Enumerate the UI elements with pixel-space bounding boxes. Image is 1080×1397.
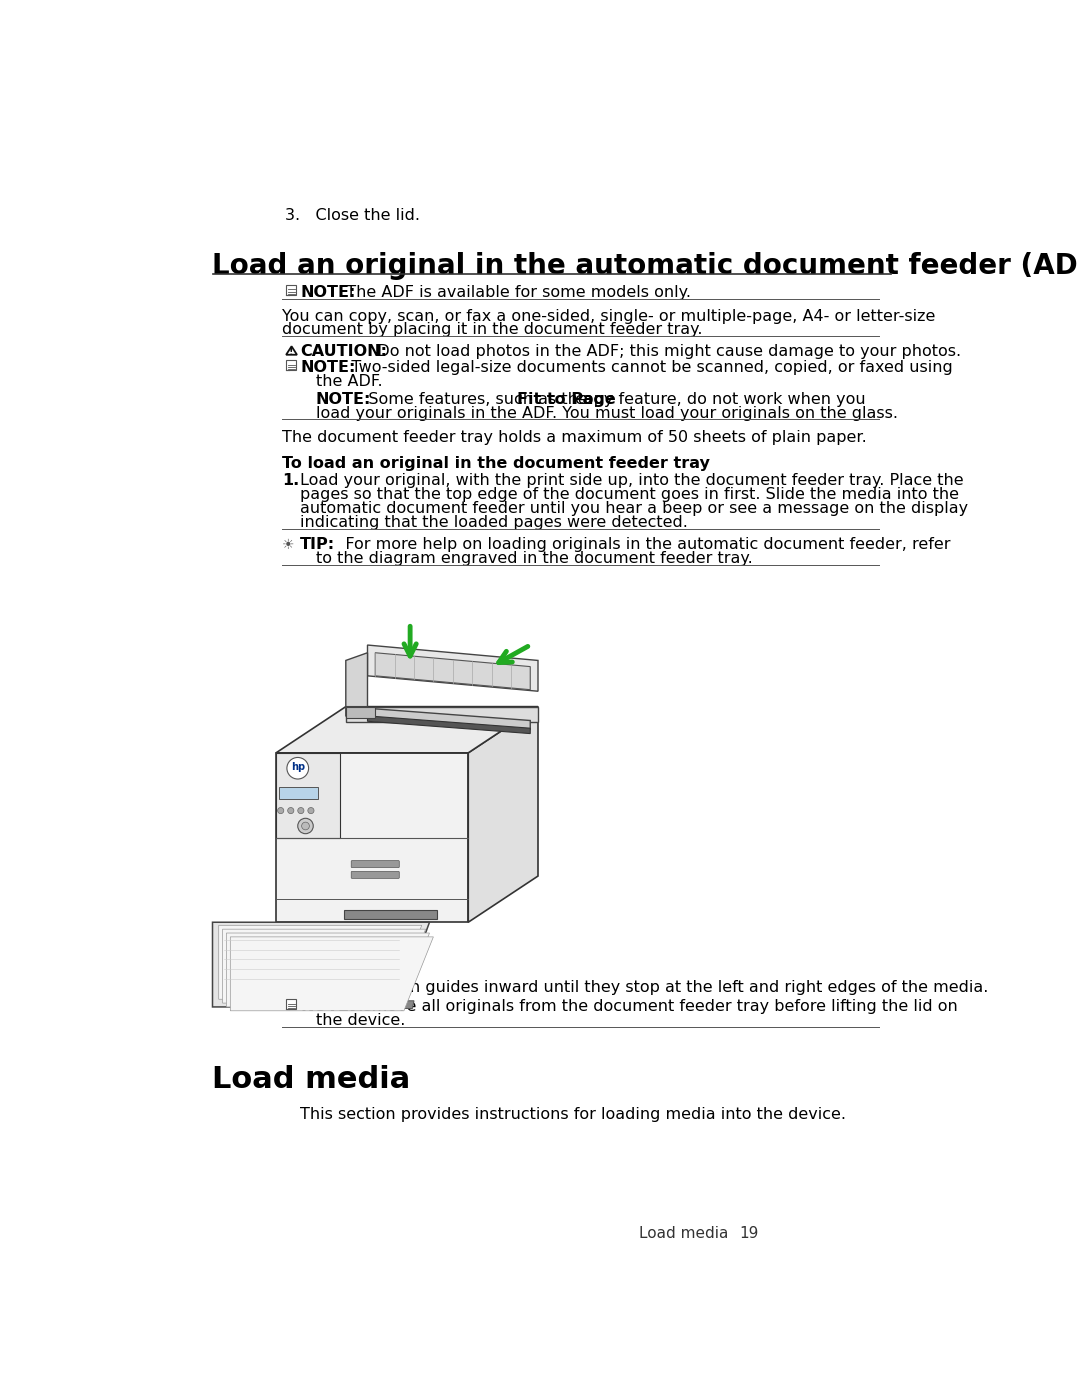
Text: For more help on loading originals in the automatic document feeder, refer: For more help on loading originals in th… [329,538,950,552]
FancyBboxPatch shape [351,872,400,879]
Circle shape [287,757,309,780]
Polygon shape [367,715,530,733]
Text: Fit to Page: Fit to Page [517,391,616,407]
Polygon shape [389,1000,414,1009]
Text: NOTE:: NOTE: [300,360,355,376]
Text: ☀: ☀ [282,538,294,552]
Text: the device.: the device. [315,1013,405,1028]
Text: Load your original, with the print side up, into the document feeder tray. Place: Load your original, with the print side … [300,474,963,489]
Text: the ADF.: the ADF. [315,374,382,388]
Text: 19: 19 [740,1225,759,1241]
FancyBboxPatch shape [286,360,296,370]
Polygon shape [213,922,430,1007]
Text: Load media: Load media [213,1065,410,1094]
Polygon shape [230,937,433,1011]
Text: TIP:: TIP: [300,538,335,552]
FancyBboxPatch shape [345,909,437,919]
Text: Some features, such as the: Some features, such as the [353,391,593,407]
Text: The document feeder tray holds a maximum of 50 sheets of plain paper.: The document feeder tray holds a maximum… [282,430,867,446]
Text: !: ! [288,348,293,358]
Polygon shape [346,707,375,718]
Polygon shape [375,652,530,690]
Polygon shape [346,652,367,707]
Text: To load an original in the document feeder tray: To load an original in the document feed… [282,455,711,471]
Polygon shape [367,645,538,692]
Polygon shape [222,929,426,1003]
Text: to the diagram engraved in the document feeder tray.: to the diagram engraved in the document … [315,550,753,566]
Text: 2.: 2. [282,979,299,995]
Text: You can copy, scan, or fax a one-sided, single- or multiple-page, A4- or letter-: You can copy, scan, or fax a one-sided, … [282,309,935,324]
Text: 1.: 1. [282,474,299,489]
Polygon shape [276,753,340,838]
Text: indicating that the loaded pages were detected.: indicating that the loaded pages were de… [300,515,688,529]
Text: Two-sided legal-size documents cannot be scanned, copied, or faxed using: Two-sided legal-size documents cannot be… [337,360,954,376]
Text: Do not load photos in the ADF; this might cause damage to your photos.: Do not load photos in the ADF; this migh… [362,344,961,359]
Text: Remove all originals from the document feeder tray before lifting the lid on: Remove all originals from the document f… [337,999,958,1014]
Circle shape [308,807,314,813]
Text: NOTE:: NOTE: [300,285,355,300]
Text: pages so that the top edge of the document goes in first. Slide the media into t: pages so that the top edge of the docume… [300,488,959,502]
Text: CAUTION:: CAUTION: [300,344,387,359]
FancyBboxPatch shape [286,285,296,295]
Circle shape [287,807,294,813]
Polygon shape [218,925,422,999]
Text: NOTE:: NOTE: [300,999,355,1014]
Text: 3.   Close the lid.: 3. Close the lid. [284,208,419,222]
Text: document by placing it in the document feeder tray.: document by placing it in the document f… [282,323,703,338]
Text: NOTE:: NOTE: [315,391,370,407]
Text: This section provides instructions for loading media into the device.: This section provides instructions for l… [300,1106,846,1122]
Text: The ADF is available for some models only.: The ADF is available for some models onl… [337,285,691,300]
Circle shape [301,823,309,830]
Text: Slide the width guides inward until they stop at the left and right edges of the: Slide the width guides inward until they… [300,979,988,995]
Text: copy feature, do not work when you: copy feature, do not work when you [570,391,865,407]
Polygon shape [276,753,469,922]
FancyBboxPatch shape [279,787,318,799]
Text: Load media: Load media [638,1225,728,1241]
FancyBboxPatch shape [351,861,400,868]
Text: automatic document feeder until you hear a beep or see a message on the display: automatic document feeder until you hear… [300,502,968,515]
Circle shape [298,807,303,813]
Circle shape [278,807,284,813]
Polygon shape [346,707,530,729]
Text: Load an original in the automatic document feeder (ADF): Load an original in the automatic docume… [213,253,1080,281]
Polygon shape [276,707,538,753]
Text: hp: hp [291,761,305,771]
FancyBboxPatch shape [286,999,296,1009]
Polygon shape [469,707,538,922]
Polygon shape [346,707,538,722]
Circle shape [298,819,313,834]
Polygon shape [227,933,430,1007]
Text: load your originals in the ADF. You must load your originals on the glass.: load your originals in the ADF. You must… [315,405,897,420]
